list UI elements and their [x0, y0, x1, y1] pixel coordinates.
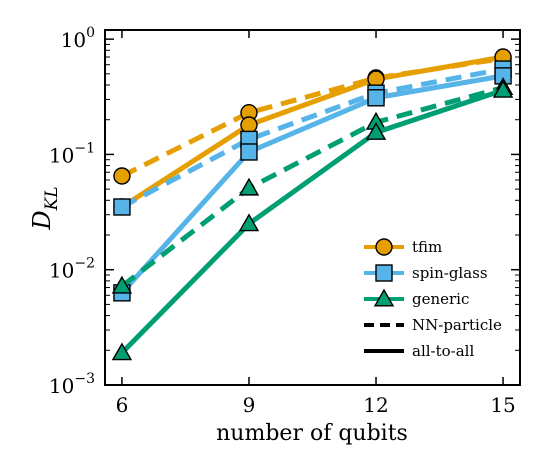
data-point-generic-9	[238, 177, 260, 196]
legend-item-spin-glass: spin-glass	[364, 264, 488, 282]
plot-frame	[104, 29, 521, 386]
legend-item-tfim: tfim	[364, 238, 442, 256]
y-tick-label: 10−2	[49, 256, 95, 283]
x-axis-label: number of qubits	[216, 421, 408, 446]
legend-marker	[375, 264, 393, 282]
series-tfim-all-to-all	[113, 48, 512, 216]
x-tick-label: 6	[116, 393, 129, 417]
series-line	[120, 73, 504, 295]
y-axis-label: DKL	[28, 186, 62, 230]
legend-marker	[375, 238, 393, 256]
y-tick-label: 10−3	[49, 371, 95, 398]
x-tick-label: 9	[243, 393, 256, 417]
legend: tfim spin-glass generic NN-particle all-to-a…	[364, 238, 502, 360]
series-line	[120, 87, 504, 355]
legend-label: NN-particle	[412, 316, 502, 334]
data-point-spin-glass-9	[240, 143, 258, 161]
data-point-spin-glass-6	[113, 198, 131, 216]
data-point-spin-glass-12	[367, 89, 385, 107]
data-point-generic-12	[365, 122, 387, 140]
legend-marker	[373, 288, 395, 307]
series-line	[120, 54, 504, 210]
x-tick-label: 15	[490, 393, 515, 417]
series-layer	[111, 48, 514, 361]
ticks-layer: 6 9 12 15 10−3 10−2 10−1 100	[49, 25, 520, 417]
data-point-tfim-9	[240, 116, 258, 134]
data-point-tfim-6	[113, 167, 131, 185]
data-point-generic-6	[111, 275, 133, 294]
data-point-generic-9	[238, 213, 260, 232]
series-line	[120, 85, 504, 289]
x-tick-label: 12	[363, 393, 388, 417]
legend-item-nn-particle: NN-particle	[364, 316, 502, 334]
series-line	[120, 66, 504, 210]
y-tick-label: 100	[61, 25, 95, 52]
legend-item-generic: generic	[364, 288, 469, 308]
series-generic-nn-particle	[111, 77, 514, 294]
legend-label: generic	[412, 290, 469, 308]
data-point-generic-15	[492, 79, 514, 98]
legend-label: tfim	[412, 238, 442, 256]
legend-label: all-to-all	[412, 342, 474, 360]
y-tick-label: 10−1	[49, 140, 95, 167]
series-generic-all-to-all	[111, 79, 514, 361]
legend-item-all-to-all: all-to-all	[364, 342, 474, 360]
data-point-generic-6	[111, 342, 133, 361]
legend-label: spin-glass	[412, 264, 488, 282]
